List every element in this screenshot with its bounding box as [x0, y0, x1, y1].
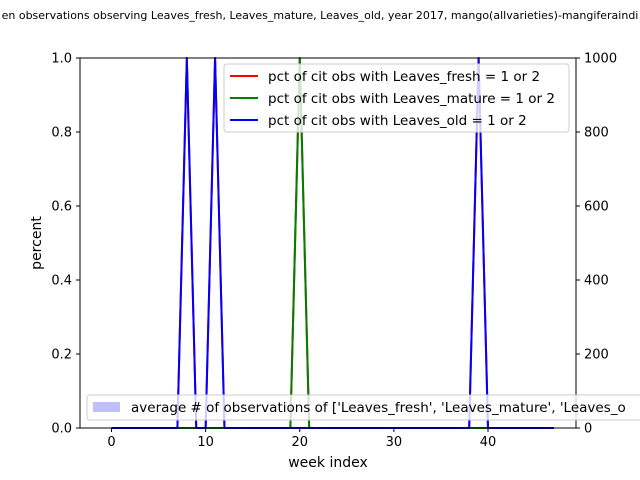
x-tick-label: 0: [107, 435, 115, 450]
y2-tick-label: 0: [584, 422, 592, 437]
y-tick-label: 1.0: [51, 52, 72, 67]
legend-line-label: pct of cit obs with Leaves_old = 1 or 2: [268, 113, 527, 129]
y-tick-label: 0.4: [51, 274, 72, 289]
x-tick-label: 30: [386, 435, 403, 450]
y-axis-label: percent: [29, 216, 45, 270]
x-tick-label: 20: [291, 435, 308, 450]
legend-bars-box: [86, 394, 640, 421]
y2-tick-label: 200: [584, 348, 609, 363]
y2-tick-label: 1000: [584, 52, 617, 67]
legend-bar-label: average # of observations of ['Leaves_fr…: [131, 400, 626, 416]
y2-tick-label: 600: [584, 200, 609, 215]
y-axis-right: 0 200 400 600 800 1000: [576, 52, 617, 437]
y-tick-label: 0.0: [51, 422, 72, 437]
x-axis: 0 10 20 30 40: [107, 428, 496, 450]
y2-tick-label: 800: [584, 126, 609, 141]
legend-line-label: pct of cit obs with Leaves_fresh = 1 or …: [268, 69, 540, 85]
legend-line-label: pct of cit obs with Leaves_mature = 1 or…: [268, 91, 555, 107]
y-tick-label: 0.6: [51, 200, 72, 215]
legend-lines: pct of cit obs with Leaves_fresh = 1 or …: [223, 63, 570, 133]
x-tick-label: 10: [197, 435, 214, 450]
y-tick-label: 0.8: [51, 126, 72, 141]
y-axis-left: 0.0 0.2 0.4 0.6 0.8 1.0: [51, 52, 80, 437]
x-axis-label: week index: [288, 455, 368, 471]
plot-frame: [79, 57, 577, 429]
legend-bar-swatch: [93, 402, 120, 412]
chart-title: en observations observing Leaves_fresh, …: [2, 9, 639, 22]
y2-tick-label: 400: [584, 274, 609, 289]
y-tick-label: 0.2: [51, 348, 72, 363]
x-tick-label: 40: [480, 435, 497, 450]
legend-bars: average # of observations of ['Leaves_fr…: [86, 394, 640, 421]
legend-lines-box: [223, 63, 570, 133]
